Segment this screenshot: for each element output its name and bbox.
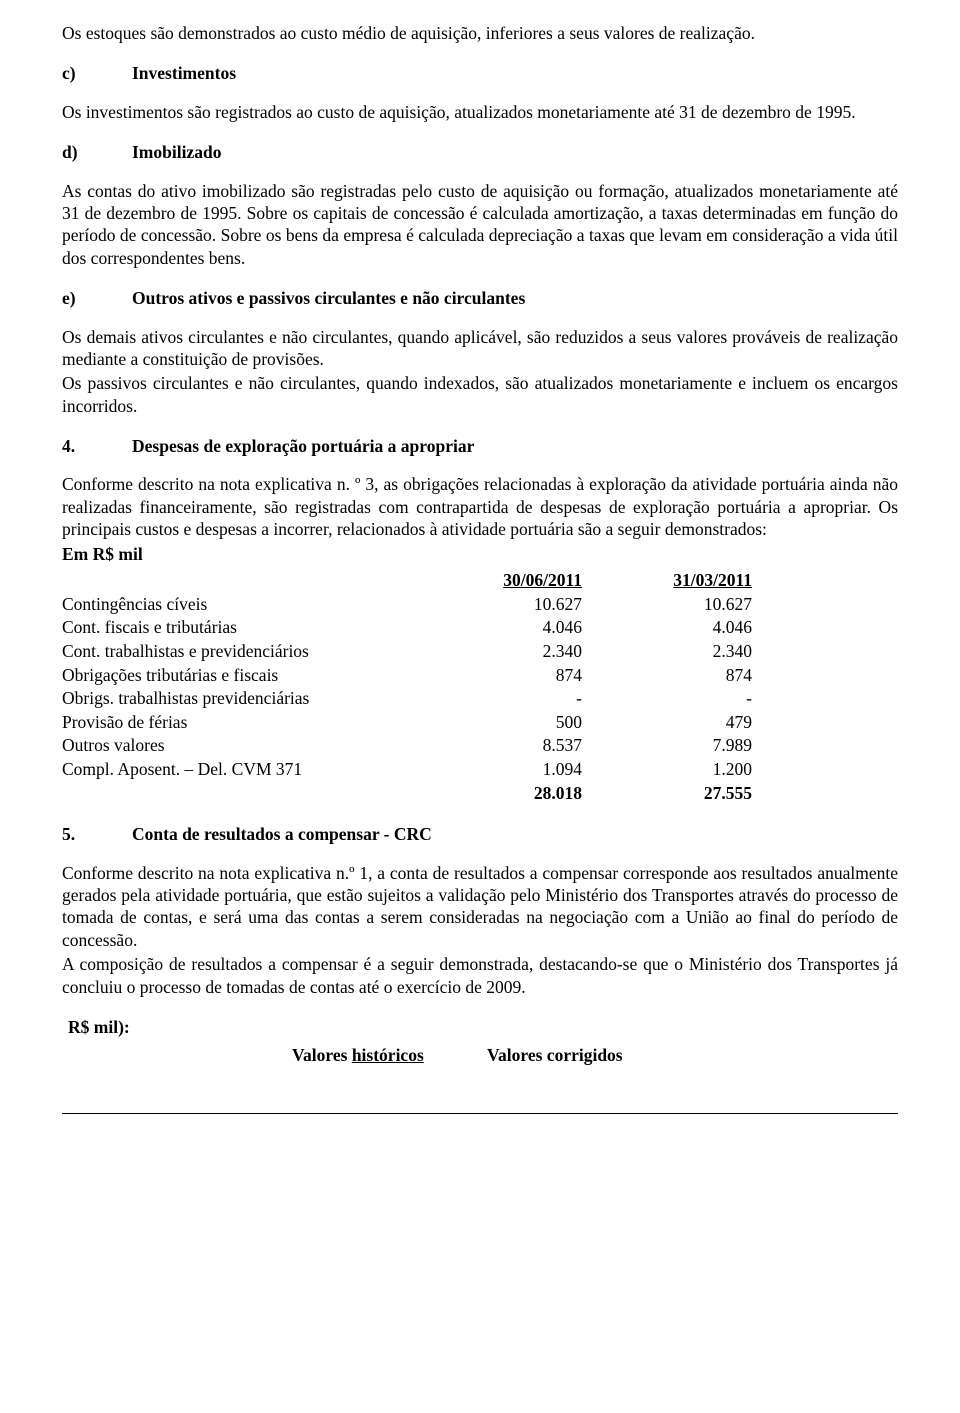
row-v1: - — [412, 687, 582, 711]
row-label: Compl. Aposent. – Del. CVM 371 — [62, 758, 412, 782]
heading-4-num: 4. — [62, 435, 132, 457]
row-v1: 874 — [412, 664, 582, 688]
table-row: Cont. fiscais e tributárias 4.046 4.046 — [62, 616, 898, 640]
row-label: Obrigações tributárias e fiscais — [62, 664, 412, 688]
section-d-label: d) — [62, 141, 132, 163]
section-e-label: e) — [62, 287, 132, 309]
valores-header: Valores históricos Valores corrigidos — [62, 1044, 898, 1066]
section-e-heading: e) Outros ativos e passivos circulantes … — [62, 287, 898, 309]
valores-corrigidos: Valores corrigidos — [487, 1044, 717, 1066]
heading-4-text: Despesas de exploração portuária a aprop… — [132, 435, 898, 457]
heading-5-num: 5. — [62, 823, 132, 845]
valores-spacer — [62, 1044, 292, 1066]
row-label: Outros valores — [62, 734, 412, 758]
heading-5-text: Conta de resultados a compensar - CRC — [132, 823, 898, 845]
row-label: Provisão de férias — [62, 711, 412, 735]
footer-rule — [62, 1113, 898, 1114]
expenses-header-d1: 30/06/2011 — [412, 569, 582, 593]
row-label: Cont. fiscais e tributárias — [62, 616, 412, 640]
row-v2: 874 — [582, 664, 752, 688]
row-v2: 2.340 — [582, 640, 752, 664]
expenses-header-row: 30/06/2011 31/03/2011 — [62, 569, 898, 593]
row-v1: 4.046 — [412, 616, 582, 640]
row-v1: 1.094 — [412, 758, 582, 782]
row-v1: 2.340 — [412, 640, 582, 664]
rs-mil-paren: R$ mil): — [68, 1016, 898, 1038]
heading-5: 5. Conta de resultados a compensar - CRC — [62, 823, 898, 845]
valores-h1a: Valores — [292, 1045, 352, 1065]
table-row: Contingências cíveis 10.627 10.627 — [62, 593, 898, 617]
section-d-title: Imobilizado — [132, 141, 898, 163]
row-v2: - — [582, 687, 752, 711]
section-d-heading: d) Imobilizado — [62, 141, 898, 163]
table-row: Obrigs. trabalhistas previdenciárias - - — [62, 687, 898, 711]
table-row: Cont. trabalhistas e previdenciários 2.3… — [62, 640, 898, 664]
row-v2: 4.046 — [582, 616, 752, 640]
row-v1: 10.627 — [412, 593, 582, 617]
em-rs-mil: Em R$ mil — [62, 543, 898, 565]
row-v2: 1.200 — [582, 758, 752, 782]
row-v1: 500 — [412, 711, 582, 735]
expenses-header-empty — [62, 569, 412, 593]
expenses-header-d2-text: 31/03/2011 — [673, 570, 752, 590]
valores-h1b: históricos — [352, 1045, 424, 1065]
section-e-p1: Os demais ativos circulantes e não circu… — [62, 326, 898, 371]
table-row: Compl. Aposent. – Del. CVM 371 1.094 1.2… — [62, 758, 898, 782]
expenses-header-d2: 31/03/2011 — [582, 569, 752, 593]
total-v2: 27.555 — [582, 782, 752, 806]
row-label: Cont. trabalhistas e previdenciários — [62, 640, 412, 664]
row-v1: 8.537 — [412, 734, 582, 758]
para-5b: A composição de resultados a compensar é… — [62, 953, 898, 998]
row-label: Obrigs. trabalhistas previdenciárias — [62, 687, 412, 711]
total-label — [62, 782, 412, 806]
expenses-header-d1-text: 30/06/2011 — [503, 570, 582, 590]
para-4: Conforme descrito na nota explicativa n.… — [62, 473, 898, 540]
section-e-title: Outros ativos e passivos circulantes e n… — [132, 287, 898, 309]
section-c-label: c) — [62, 62, 132, 84]
intro-paragraph: Os estoques são demonstrados ao custo mé… — [62, 22, 898, 44]
table-row: Outros valores 8.537 7.989 — [62, 734, 898, 758]
heading-4: 4. Despesas de exploração portuária a ap… — [62, 435, 898, 457]
para-5a: Conforme descrito na nota explicativa n.… — [62, 862, 898, 952]
row-v2: 10.627 — [582, 593, 752, 617]
row-label: Contingências cíveis — [62, 593, 412, 617]
section-c-heading: c) Investimentos — [62, 62, 898, 84]
expenses-total-row: 28.018 27.555 — [62, 782, 898, 806]
expenses-table: 30/06/2011 31/03/2011 Contingências cíve… — [62, 569, 898, 805]
table-row: Obrigações tributárias e fiscais 874 874 — [62, 664, 898, 688]
table-row: Provisão de férias 500 479 — [62, 711, 898, 735]
valores-historicos: Valores históricos — [292, 1044, 487, 1066]
section-c-text: Os investimentos são registrados ao cust… — [62, 101, 898, 123]
section-e-p2: Os passivos circulantes e não circulante… — [62, 372, 898, 417]
section-d-text: As contas do ativo imobilizado são regis… — [62, 180, 898, 270]
row-v2: 479 — [582, 711, 752, 735]
section-c-title: Investimentos — [132, 62, 898, 84]
row-v2: 7.989 — [582, 734, 752, 758]
total-v1: 28.018 — [412, 782, 582, 806]
